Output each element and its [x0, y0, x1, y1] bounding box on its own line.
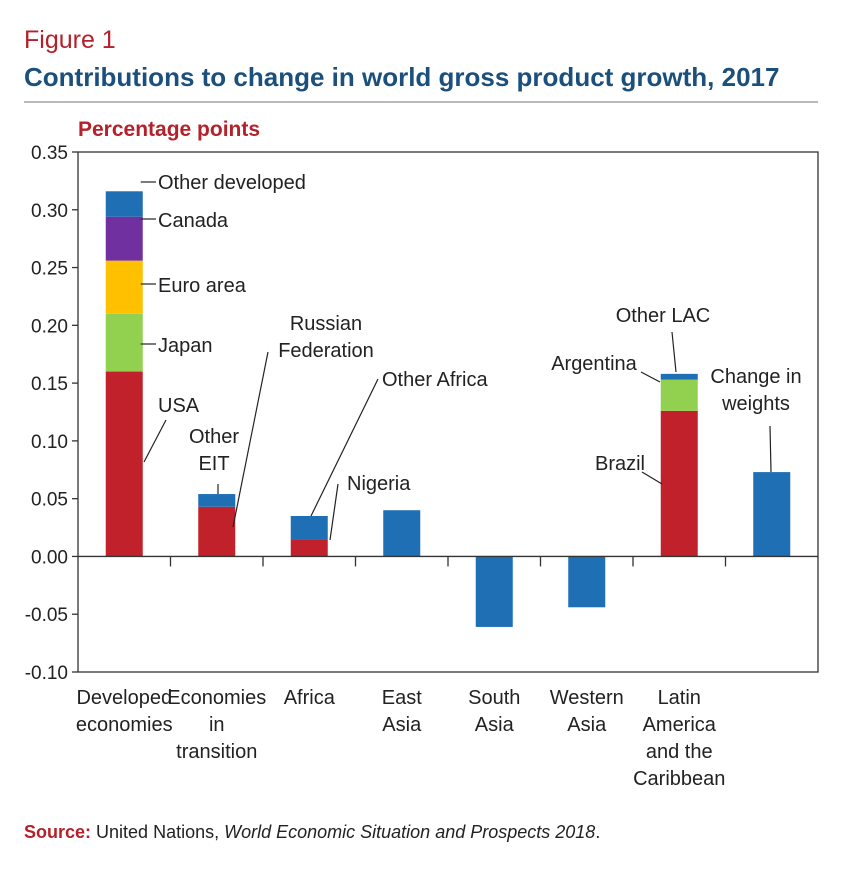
category-label-line: Developed	[76, 687, 172, 709]
plot-frame	[77, 151, 819, 673]
source-text-after: .	[595, 822, 601, 842]
bar-segment	[660, 410, 698, 557]
y-tick-label: -0.05	[25, 605, 68, 626]
annotation-label-line: Other LAC	[616, 305, 710, 327]
annotation-label: Russian Federation	[278, 313, 374, 362]
annotation-label-line: Euro area	[158, 275, 247, 297]
annotation-label: USA	[158, 395, 200, 417]
annotation-label: Nigeria	[347, 473, 411, 495]
category-label-line: Asia	[567, 714, 607, 736]
source-note: Source: United Nations, World Economic S…	[24, 822, 600, 843]
category-label: East Asia	[382, 687, 422, 736]
bar-segment	[198, 506, 236, 557]
figure-label: Figure 1	[24, 26, 116, 54]
y-tick-label: -0.10	[25, 663, 68, 684]
bar-segment	[105, 260, 143, 314]
annotation-leader-line	[232, 351, 269, 528]
annotation-label-line: Other Africa	[382, 369, 488, 391]
annotation-leader-line	[671, 331, 677, 373]
annotation-label-line: Russian	[290, 313, 362, 335]
bar-segment	[383, 510, 421, 557]
annotation-leader-line	[640, 371, 661, 383]
annotation-label: Brazil	[595, 453, 645, 475]
category-label-line: economies	[76, 714, 173, 736]
category-label: South Asia	[468, 687, 520, 736]
annotation-label-line: Other developed	[158, 172, 306, 194]
annotation-label: Other developed	[158, 172, 306, 194]
category-label-line: East	[382, 687, 422, 709]
category-label-line: Caribbean	[633, 768, 725, 790]
y-tick-label: 0.15	[31, 374, 68, 395]
annotation-label-line: Brazil	[595, 453, 645, 475]
y-tick-label: 0.35	[31, 143, 68, 164]
annotation-label: Canada	[158, 210, 229, 232]
annotation-leader-line	[641, 471, 663, 485]
category-label-line: transition	[176, 741, 257, 763]
category-label-line: South	[468, 687, 520, 709]
bar-segment	[198, 494, 236, 507]
bar-segment	[660, 379, 698, 411]
category-label: Economies in transition	[167, 687, 266, 763]
annotation-label: Other LAC	[616, 305, 710, 327]
category-label-line: in	[209, 714, 225, 736]
annotation-leader-line	[769, 425, 772, 473]
bar-segment	[105, 191, 143, 217]
annotation-label-line: Federation	[278, 340, 374, 362]
category-label-line: Asia	[382, 714, 422, 736]
annotation-leader-line	[310, 378, 379, 517]
category-label-line: Asia	[475, 714, 515, 736]
bar-segment	[105, 371, 143, 557]
annotation-label: Other EIT	[189, 426, 239, 475]
annotation-label-line: Nigeria	[347, 473, 411, 495]
annotation-label: Argentina	[551, 353, 637, 375]
y-tick-label: 0.05	[31, 490, 68, 511]
bar-segment	[660, 373, 698, 380]
annotation-label-line: Other	[189, 426, 239, 448]
category-label-line: Latin	[658, 687, 701, 709]
category-label-line: Africa	[284, 687, 336, 709]
bar-segment	[105, 313, 143, 372]
bar-segment	[290, 539, 328, 557]
bar-segment	[753, 472, 791, 557]
category-label-line: America	[643, 714, 717, 736]
annotation-label-line: Canada	[158, 210, 229, 232]
y-tick-label: 0.00	[31, 547, 68, 568]
source-publication: World Economic Situation and Prospects 2…	[224, 822, 596, 842]
category-label: Latin America and the Caribbean	[633, 687, 725, 790]
annotation-label: Other Africa	[382, 369, 488, 391]
category-label: Western Asia	[550, 687, 624, 736]
category-label: Africa	[284, 687, 336, 709]
bar-segment	[475, 556, 513, 627]
annotation-leader-line	[329, 483, 339, 541]
y-tick-label: 0.10	[31, 432, 68, 453]
annotation-label-line: Japan	[158, 335, 213, 357]
annotation-label: Euro area	[158, 275, 247, 297]
bar-segment	[105, 216, 143, 261]
annotation-label-line: weights	[721, 393, 790, 415]
y-tick-label: 0.25	[31, 259, 68, 280]
bar-segment	[290, 516, 328, 540]
bar-segment	[568, 556, 606, 608]
source-label: Source:	[24, 822, 92, 842]
annotation-label-line: Argentina	[551, 353, 637, 375]
source-text-before: United Nations,	[91, 822, 225, 842]
annotation-label: Change in weights	[710, 366, 801, 415]
annotation-leader-line	[143, 419, 167, 463]
category-label-line: Western	[550, 687, 624, 709]
title-divider	[24, 101, 818, 103]
annotation-label-line: USA	[158, 395, 200, 417]
category-label-line: Economies	[167, 687, 266, 709]
annotation-label-line: Change in	[710, 366, 801, 388]
y-axis-title: Percentage points	[78, 118, 260, 141]
y-tick-label: 0.30	[31, 201, 68, 222]
chart-title: Contributions to change in world gross p…	[24, 62, 780, 92]
category-label-line: and the	[646, 741, 713, 763]
annotation-label: Japan	[158, 335, 213, 357]
annotation-label-line: EIT	[198, 453, 229, 475]
category-label: Developed economies	[76, 687, 173, 736]
y-tick-label: 0.20	[31, 316, 68, 337]
bar-chart: Percentage points Other developed Canada E…	[25, 118, 819, 790]
